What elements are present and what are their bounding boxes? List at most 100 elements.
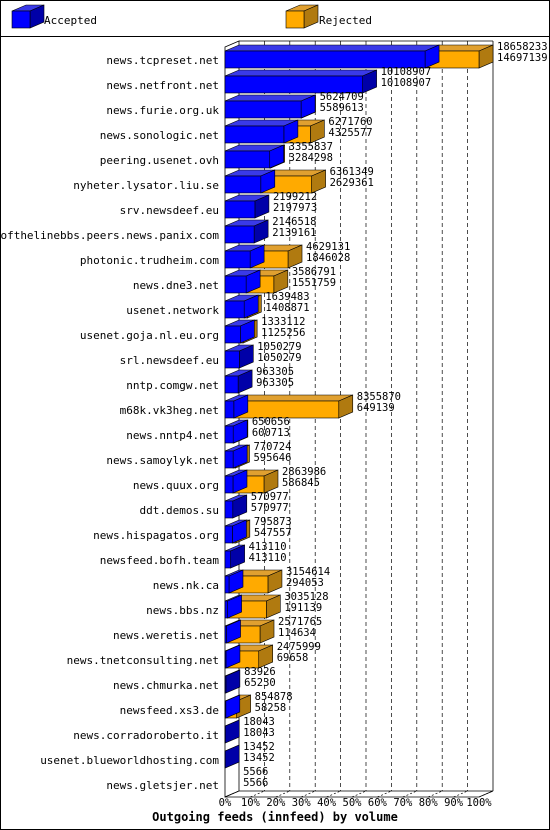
bar-news.furie.org.uk [224, 94, 316, 119]
value-label-accepted-9: 1551759 [292, 277, 336, 289]
bar-nntp.comgw.net [224, 369, 253, 394]
value-label-total-2: 5624709 [320, 91, 364, 103]
x-tick-label-1: 10% [241, 797, 261, 809]
bar-accepted-news.furie.org.uk [224, 94, 316, 119]
legend-label-accepted: Accepted [44, 14, 97, 27]
value-label-accepted-7: 2139161 [272, 227, 316, 239]
category-label-27: news.corradoroberto.it [73, 729, 219, 742]
bar-accepted-newsfeed.bofh.team [224, 544, 245, 569]
bar-rejected-m68k.vk3heg.net [233, 394, 354, 419]
bar-ddt.demos.su [224, 494, 248, 519]
legend-divider [1, 36, 549, 37]
category-label-11: usenet.goja.nl.eu.org [80, 329, 219, 342]
category-label-17: news.quux.org [133, 479, 219, 492]
bar-accepted-newsfeed.xs3.de [224, 694, 241, 719]
bar-accepted-m68k.vk3heg.net-front [224, 400, 235, 419]
floor-line-0 [224, 790, 240, 798]
value-label-accepted-23: 114634 [278, 627, 316, 639]
category-label-26: newsfeed.xs3.de [120, 704, 219, 717]
category-label-24: news.tnetconsulting.net [67, 654, 219, 667]
bar-accepted-endofthelinebbs.peers.news.panix.com-front [224, 225, 255, 244]
x-tick-label-6: 60% [368, 797, 388, 809]
value-label-total-13: 963305 [256, 366, 294, 378]
bar-accepted-news.tnetconsulting.net [224, 644, 241, 669]
category-label-29: news.gletsjer.net [106, 779, 219, 792]
category-label-8: photonic.trudheim.com [80, 254, 219, 267]
bar-accepted-news.bbs.nz-front [224, 600, 228, 619]
value-label-accepted-6: 2197973 [273, 202, 317, 214]
value-label-total-9: 3586791 [292, 266, 336, 278]
bar-news.weretis.net [224, 619, 275, 644]
value-label-total-18: 570977 [251, 491, 289, 503]
category-label-13: nntp.comgw.net [126, 379, 219, 392]
x-tick-label-2: 20% [266, 797, 286, 809]
category-label-23: news.weretis.net [113, 629, 219, 642]
floor-line-3 [301, 790, 316, 798]
value-label-total-14: 8355870 [357, 391, 401, 403]
bar-accepted-usenet.network [224, 294, 259, 319]
bar-accepted-news.nntp4.net-front [224, 425, 234, 444]
bar-news.dne3.net [224, 269, 289, 294]
bar-accepted-nyheter.lysator.liu.se [224, 169, 276, 194]
floor-line-2 [275, 790, 290, 798]
bar-accepted-news.hispagatos.org-front [224, 525, 233, 544]
bar-accepted-srl.newsdeef.eu [224, 344, 254, 369]
value-label-total-16: 770724 [253, 441, 291, 453]
category-label-19: news.hispagatos.org [93, 529, 219, 542]
floor-line-4 [326, 790, 341, 798]
bar-accepted-nntp.comgw.net-front [224, 375, 239, 394]
value-label-accepted-13: 963305 [256, 377, 294, 389]
value-label-total-22: 3035128 [284, 591, 328, 603]
value-label-accepted-4: 3284298 [289, 152, 333, 164]
x-tick-label-5: 50% [343, 797, 363, 809]
bar-accepted-nntp.comgw.net [224, 369, 253, 394]
value-label-total-1: 10108907 [381, 66, 432, 78]
bar-srv.newsdeef.eu [224, 194, 270, 219]
bar-endofthelinebbs.peers.news.panix.com [224, 219, 269, 244]
value-label-total-25: 83926 [244, 666, 276, 678]
bar-accepted-endofthelinebbs.peers.news.panix.com [224, 219, 269, 244]
bar-accepted-peering.usenet.ovh-front [224, 150, 271, 169]
bar-news.tnetconsulting.net [224, 644, 274, 669]
value-label-total-20: 413110 [249, 541, 287, 553]
category-label-20: newsfeed.bofh.team [100, 554, 220, 567]
category-label-3: news.sonologic.net [100, 129, 219, 142]
category-label-18: ddt.demos.su [140, 504, 219, 517]
value-label-total-27: 18043 [243, 716, 275, 728]
legend-swatch-accepted [11, 4, 45, 29]
value-label-total-8: 4629131 [306, 241, 350, 253]
bar-accepted-news.tcpreset.net-front [224, 50, 426, 69]
bar-accepted-news.bbs.nz [224, 594, 242, 619]
category-label-16: news.samoylyk.net [106, 454, 219, 467]
value-label-total-6: 2199212 [273, 191, 317, 203]
x-tick-label-0: 0% [219, 797, 232, 809]
bar-photonic.trudheim.com [224, 244, 303, 269]
category-label-9: news.dne3.net [133, 279, 219, 292]
floor-line-1 [250, 790, 265, 798]
bar-accepted-news.corradoroberto.it [224, 719, 240, 744]
value-label-accepted-18: 570977 [251, 502, 289, 514]
bar-accepted-photonic.trudheim.com [224, 244, 265, 269]
bar-accepted-news.sonologic.net [224, 119, 299, 144]
value-label-total-28: 13452 [243, 741, 275, 753]
value-label-total-17: 2863986 [282, 466, 326, 478]
chart-title: Outgoing feeds (innfeed) by volume [152, 810, 398, 824]
value-label-accepted-5: 2629361 [330, 177, 374, 189]
bar-accepted-news.quux.org [224, 469, 248, 494]
value-label-accepted-22: 191139 [284, 602, 322, 614]
value-label-total-0: 18658233 [497, 41, 548, 53]
bar-accepted-news.hispagatos.org [224, 519, 247, 544]
value-label-accepted-21: 294053 [286, 577, 324, 589]
floor-line-9 [453, 790, 468, 798]
value-label-accepted-27: 18043 [243, 727, 275, 739]
value-label-total-10: 1639483 [265, 291, 309, 303]
category-label-7: endofthelinebbs.peers.news.panix.com [0, 229, 219, 242]
value-label-total-12: 1050279 [257, 341, 301, 353]
legend-swatch-rejected-front [285, 10, 305, 29]
bar-newsfeed.bofh.team [224, 544, 245, 569]
category-label-0: news.tcpreset.net [106, 54, 219, 67]
bar-accepted-news.nk.ca-front [224, 575, 230, 594]
floor-line-10 [478, 790, 494, 798]
category-label-2: news.furie.org.uk [106, 104, 219, 117]
bar-accepted-usenet.goja.nl.eu.org [224, 319, 255, 344]
